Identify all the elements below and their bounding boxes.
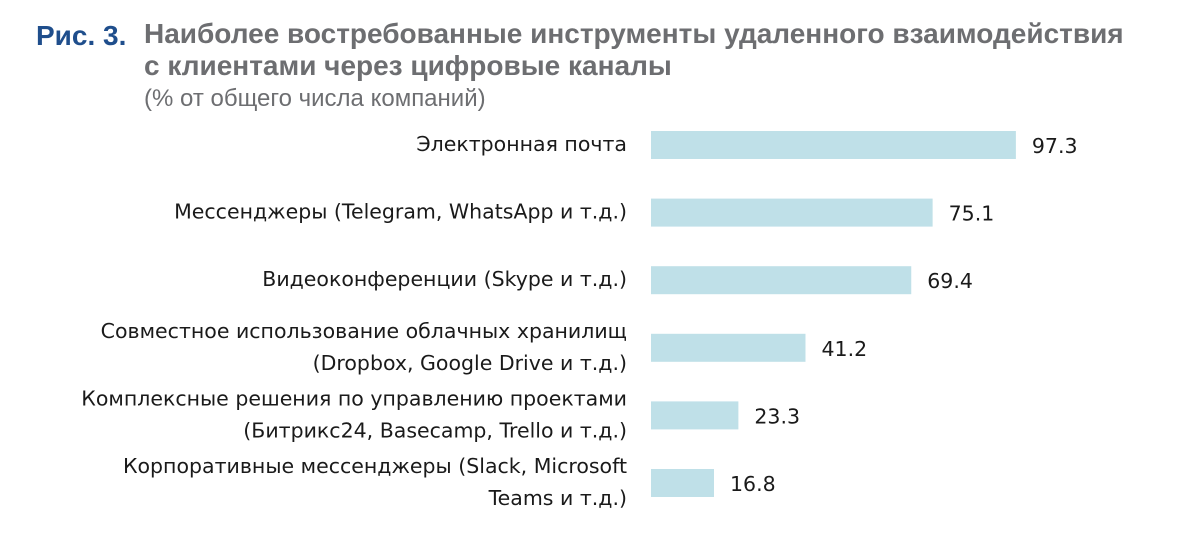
category-label-5-line-1: Комплексные решения по управлению проект… [81, 386, 627, 410]
category-label-6-line-1: Корпоративные мессенджеры (Slack, Micros… [123, 454, 627, 478]
figure-title-line-2: с клиентами через цифровые каналы [144, 50, 672, 81]
bar-1 [651, 131, 1016, 159]
category-label-3: Видеоконференции (Skype и т.д.) [262, 267, 627, 291]
value-label-1: 97.3 [1032, 134, 1078, 158]
value-label-3: 69.4 [927, 269, 973, 293]
category-label-5-line-2: (Битрикс24, Basecamp, Trello и т.д.) [243, 418, 627, 442]
bar-3 [651, 266, 912, 295]
bar-6 [651, 469, 714, 497]
figure-label: Рис. 3. [36, 20, 127, 51]
bar-2 [651, 198, 933, 227]
figure-title-line-1: Наиболее востребованные инструменты удал… [144, 18, 1124, 49]
category-label-2: Мессенджеры (Telegram, WhatsApp и т.д.) [174, 200, 627, 224]
bar-5 [651, 401, 739, 430]
value-label-5: 23.3 [754, 404, 800, 428]
category-label-4-line-1: Совместное использование облачных хранил… [101, 319, 627, 343]
figure-subtitle: (% от общего числа компаний) [144, 85, 486, 112]
category-label-6-line-2: Teams и т.д.) [488, 486, 627, 510]
value-label-4: 41.2 [822, 337, 868, 361]
figure-title: Наиболее востребованные инструменты удал… [144, 18, 1184, 82]
category-label-1: Электронная почта [416, 132, 627, 156]
category-label-4-line-2: (Dropbox, Google Drive и т.д.) [313, 351, 627, 375]
value-label-2: 75.1 [949, 202, 995, 226]
bar-4 [651, 333, 806, 362]
value-label-6: 16.8 [730, 472, 776, 496]
